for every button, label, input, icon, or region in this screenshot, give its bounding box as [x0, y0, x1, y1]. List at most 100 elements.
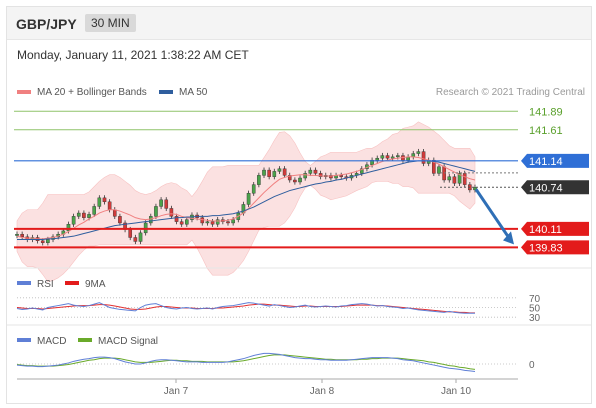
- candle-body: [298, 177, 302, 183]
- resistance-label: 141.61: [529, 125, 563, 137]
- projection-arrow-shaft: [474, 188, 512, 241]
- candle-body: [318, 173, 323, 177]
- rsi-line: [16, 302, 475, 314]
- candle-body: [169, 208, 174, 217]
- candle-body: [15, 233, 19, 236]
- candle-body: [473, 187, 477, 191]
- interval-button[interactable]: 30 MIN: [85, 14, 136, 32]
- candle-body: [118, 216, 122, 224]
- candle-body: [437, 166, 441, 174]
- rsi-ma-line: [16, 303, 475, 314]
- price-levels: 141.89 141.61 141.14 140.74 140.11 139.83: [14, 106, 589, 255]
- ma20-legend-label: MA 20 + Bollinger Bands: [37, 87, 147, 98]
- candle-body: [303, 173, 307, 179]
- support-tag: [521, 221, 589, 236]
- x-tick-label: Jan 10: [441, 386, 471, 397]
- candle-body: [159, 199, 163, 207]
- candle-body: [416, 151, 421, 154]
- resistance-label: 141.89: [529, 106, 563, 118]
- credit-text: Research © 2021 Trading Central: [436, 87, 585, 98]
- main-legend: MA 20 + Bollinger Bands MA 50 Research ©…: [17, 87, 585, 98]
- candle-body: [257, 175, 261, 185]
- current-price-tag: [521, 180, 589, 195]
- candle-body: [40, 240, 45, 243]
- candle-body: [128, 229, 133, 238]
- macd-signal-legend-swatch: [78, 338, 92, 342]
- candle-body: [272, 171, 277, 177]
- candle-body: [313, 169, 318, 174]
- candle-body: [138, 232, 143, 242]
- macd-signal-line: [16, 354, 476, 370]
- candle-body: [246, 193, 251, 205]
- candle-body: [447, 176, 452, 181]
- macd-zero-label: 0: [529, 360, 535, 371]
- rsi-legend-label: RSI: [37, 279, 54, 290]
- rsi-ma-legend-label: 9MA: [85, 279, 106, 290]
- macd-line: [16, 352, 476, 372]
- candle-body: [97, 197, 102, 207]
- candle-body: [432, 159, 436, 174]
- candle-body: [82, 212, 86, 218]
- support-tag: [521, 240, 589, 255]
- ma50-line: [17, 160, 476, 240]
- rsi-legend-swatch: [17, 281, 31, 285]
- x-tick-label: Jan 7: [164, 386, 189, 397]
- candle-body: [396, 155, 400, 158]
- candle-body: [200, 217, 205, 224]
- candle-body: [452, 176, 457, 184]
- candle-body: [76, 212, 81, 217]
- candle-body: [359, 168, 364, 174]
- candle-body: [154, 206, 158, 217]
- x-axis: Jan 7 Jan 8 Jan 10: [17, 378, 518, 397]
- candle-body: [87, 214, 91, 218]
- candle-body: [102, 197, 107, 203]
- candle-body: [226, 221, 230, 224]
- bollinger-band: [16, 121, 476, 283]
- candle-body: [112, 209, 117, 217]
- candle-body: [251, 184, 256, 194]
- pivot-label: 141.14: [529, 156, 563, 168]
- rsi-legend: RSI 9MA: [17, 279, 106, 290]
- candle-body: [267, 169, 271, 177]
- candle-body: [164, 199, 169, 209]
- candle-body: [133, 237, 138, 242]
- candle-body: [385, 155, 390, 159]
- chart-header: GBP/JPY 30 MIN: [7, 7, 591, 40]
- candle-body: [107, 201, 112, 210]
- candle-body: [46, 239, 50, 243]
- macd-legend-swatch: [17, 338, 31, 342]
- support-label: 140.11: [529, 224, 562, 236]
- candle-body: [231, 219, 235, 224]
- pivot-tag: [521, 153, 589, 168]
- candle-body: [293, 179, 297, 183]
- rsi-level-label: 50: [529, 304, 541, 315]
- timestamp: Monday, January 11, 2021 1:38:22 AM CET: [17, 48, 249, 62]
- candle-body: [20, 233, 24, 238]
- candle-body: [380, 155, 385, 159]
- ma50-legend-label: MA 50: [179, 87, 208, 98]
- candle-body: [287, 175, 292, 181]
- rsi-ma-legend-swatch: [65, 281, 79, 285]
- candle-body: [370, 159, 374, 166]
- current-price-label: 140.74: [529, 182, 563, 194]
- candle-body: [457, 173, 462, 184]
- candle-body: [215, 219, 220, 225]
- macd-signal-legend-label: MACD Signal: [98, 336, 158, 347]
- candle-body: [308, 169, 313, 174]
- ma20-legend-swatch: [17, 90, 31, 94]
- candle-body: [329, 175, 333, 179]
- candle-body: [421, 151, 426, 164]
- price-pane: [15, 121, 477, 283]
- candle-body: [185, 219, 189, 225]
- candle-body: [390, 156, 395, 159]
- x-tick-label: Jan 8: [310, 386, 335, 397]
- candle-body: [174, 216, 179, 222]
- rsi-level-label: 30: [529, 313, 541, 324]
- rsi-level-label: 70: [529, 294, 541, 305]
- macd-legend: MACD MACD Signal: [17, 336, 158, 347]
- symbol-label: GBP/JPY: [16, 16, 77, 32]
- candle-body: [277, 168, 282, 172]
- candle-body: [179, 221, 184, 225]
